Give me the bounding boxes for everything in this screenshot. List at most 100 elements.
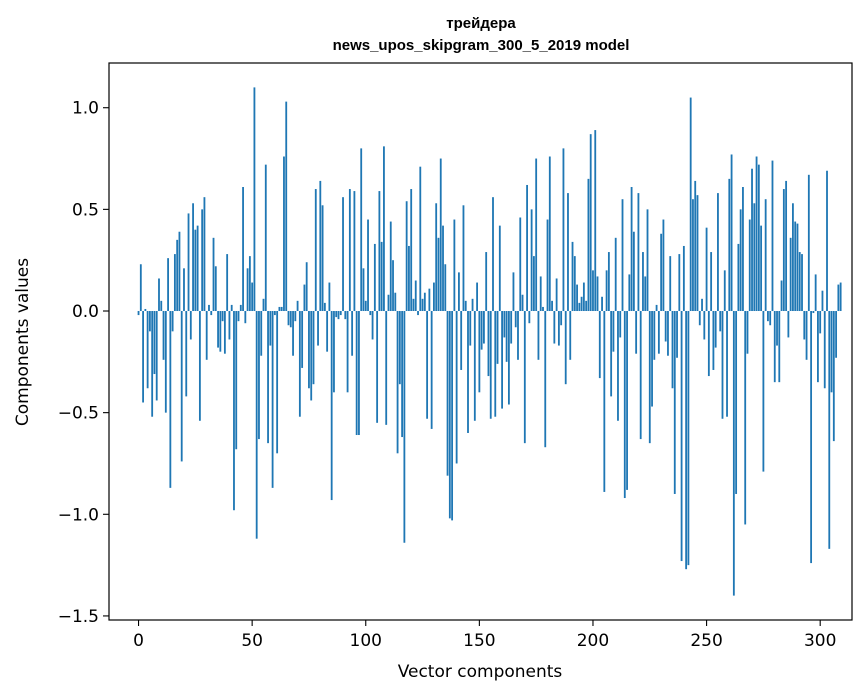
bar bbox=[696, 195, 699, 312]
bar bbox=[228, 311, 231, 340]
bar bbox=[237, 311, 240, 322]
x-axis-label: Vector components bbox=[398, 662, 563, 682]
bar bbox=[312, 311, 315, 385]
bar bbox=[592, 270, 594, 312]
bar bbox=[805, 311, 808, 360]
bar bbox=[294, 311, 297, 322]
x-tick-label: 300 bbox=[804, 631, 836, 651]
bar bbox=[296, 300, 299, 311]
y-tick-label: 0.5 bbox=[72, 200, 99, 220]
bar bbox=[146, 311, 149, 389]
bar bbox=[348, 189, 351, 312]
bar bbox=[694, 180, 697, 312]
bar bbox=[501, 311, 503, 409]
bar bbox=[292, 311, 294, 356]
bar bbox=[408, 245, 410, 312]
bar bbox=[353, 191, 356, 312]
x-tick-label: 250 bbox=[690, 631, 722, 651]
bar bbox=[328, 282, 331, 312]
bar bbox=[412, 298, 415, 312]
bar bbox=[573, 256, 576, 312]
bar bbox=[553, 311, 556, 344]
bar bbox=[389, 221, 392, 312]
bar bbox=[619, 311, 622, 338]
bar bbox=[194, 229, 197, 311]
bar bbox=[319, 180, 322, 312]
bar bbox=[469, 311, 472, 346]
bar bbox=[458, 272, 460, 311]
bar bbox=[137, 311, 140, 316]
bar bbox=[394, 292, 397, 312]
bar bbox=[680, 311, 683, 562]
bar bbox=[198, 311, 201, 421]
bar bbox=[510, 311, 513, 344]
chart-title: трейдера news_upos_skipgram_300_5_2019 m… bbox=[333, 15, 630, 54]
bar bbox=[362, 268, 365, 312]
bar bbox=[753, 203, 756, 312]
bar bbox=[480, 311, 483, 350]
bar bbox=[798, 252, 801, 311]
bar bbox=[426, 311, 429, 419]
bar bbox=[410, 189, 413, 312]
bar bbox=[373, 243, 376, 311]
bar bbox=[187, 213, 190, 312]
bar bbox=[835, 311, 838, 358]
bar bbox=[303, 284, 306, 312]
bar bbox=[812, 311, 815, 314]
bar bbox=[269, 311, 272, 346]
bar bbox=[557, 311, 560, 346]
bar bbox=[460, 311, 463, 370]
bar bbox=[428, 288, 431, 312]
bar bbox=[226, 254, 229, 312]
bars bbox=[137, 87, 842, 596]
bar bbox=[485, 252, 488, 311]
bar bbox=[548, 156, 551, 312]
bar bbox=[239, 304, 242, 312]
bar bbox=[337, 311, 340, 320]
bar bbox=[176, 239, 179, 312]
bar bbox=[160, 300, 163, 311]
bar bbox=[526, 184, 528, 312]
bar bbox=[698, 311, 701, 326]
bar bbox=[248, 256, 251, 312]
bar bbox=[285, 101, 288, 312]
bar bbox=[314, 189, 317, 312]
x-tick-label: 200 bbox=[577, 631, 609, 651]
bar bbox=[635, 311, 638, 354]
bar bbox=[739, 209, 742, 311]
bar bbox=[437, 237, 440, 311]
bar bbox=[664, 311, 667, 342]
bar bbox=[455, 311, 458, 464]
bar bbox=[648, 311, 651, 444]
bar bbox=[748, 219, 751, 312]
bar bbox=[521, 294, 524, 311]
y-axis-ticks: −1.5 −1.0 −0.5 0.0 0.5 1.0 bbox=[58, 99, 109, 627]
x-tick-label: 0 bbox=[133, 631, 144, 651]
bar bbox=[473, 311, 476, 421]
bar bbox=[233, 311, 235, 511]
bar bbox=[769, 311, 772, 326]
bar bbox=[571, 241, 574, 312]
bar bbox=[258, 311, 260, 440]
x-tick-label: 150 bbox=[463, 631, 495, 651]
bar bbox=[687, 311, 690, 566]
bar bbox=[267, 311, 269, 444]
bar bbox=[601, 296, 603, 312]
bar bbox=[667, 311, 669, 356]
bar bbox=[735, 311, 738, 494]
bar bbox=[607, 252, 610, 311]
bar bbox=[642, 252, 644, 311]
bar bbox=[162, 311, 165, 360]
x-tick-label: 50 bbox=[241, 631, 263, 651]
bar bbox=[219, 311, 222, 352]
bar bbox=[423, 292, 426, 312]
bar bbox=[596, 276, 599, 312]
bar bbox=[246, 268, 249, 312]
bar bbox=[837, 284, 840, 312]
bar bbox=[712, 311, 715, 370]
bar bbox=[662, 219, 665, 312]
bar bbox=[235, 311, 238, 450]
bar bbox=[503, 311, 506, 338]
y-tick-label: −1.0 bbox=[58, 505, 99, 525]
